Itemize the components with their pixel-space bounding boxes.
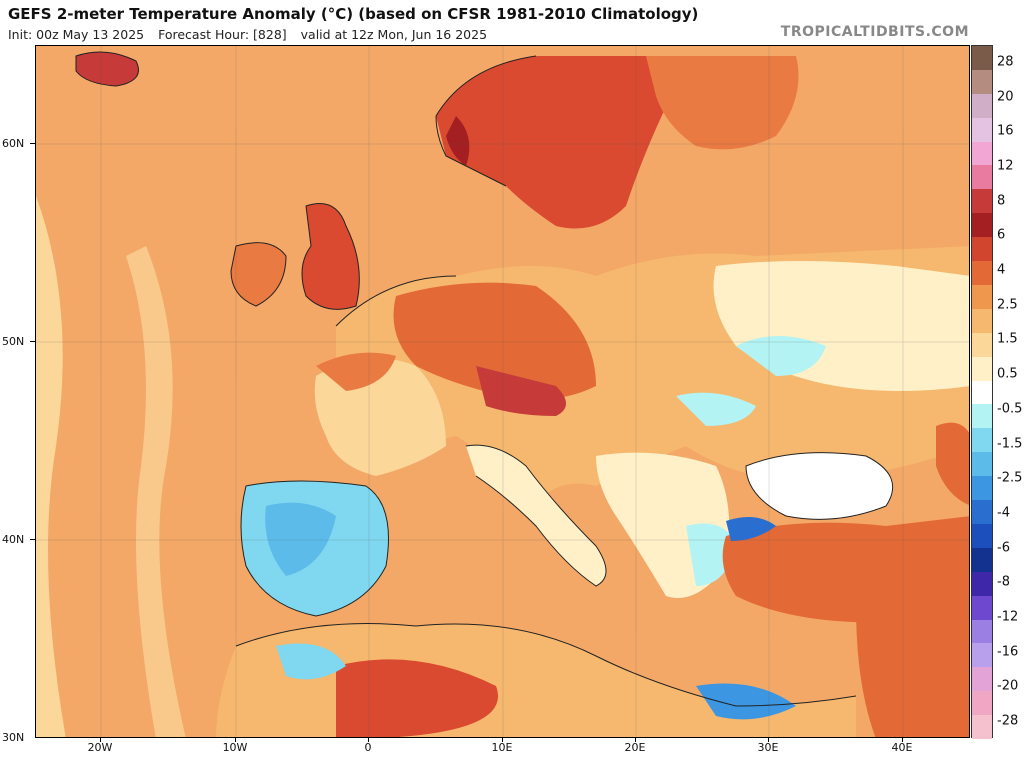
finland [646,56,799,150]
colorbar-segment [972,308,992,334]
colorbar-label: -16 [997,644,1019,660]
lon-label-20e: 20E [624,741,646,754]
colorbar-segment [972,643,992,668]
colorbar-label: -0.5 [997,401,1023,417]
lon-label-0: 0 [364,741,372,754]
colorbar-segment [972,547,992,573]
coastlines [75,51,894,707]
colorbar-segment [972,237,992,262]
great-britain [302,203,360,310]
colorbar-label: 12 [997,158,1014,174]
colorbar-segment [972,213,992,238]
colorbar-label: 6 [997,227,1006,243]
lon-tick [502,738,503,742]
germany-region [393,282,596,400]
lon-tick [768,738,769,742]
colorbar [971,45,993,740]
lon-tick [235,738,236,742]
lat-label-30n: 30N [2,731,25,744]
colorbar-label: -4 [997,505,1010,521]
colorbar-label: 4 [997,262,1006,278]
colorbar-segment [972,715,992,740]
graticule [36,46,969,737]
lon-tick [100,738,101,742]
colorbar-segment [972,93,992,119]
colorbar-segment [972,619,992,644]
colorbar-label: -28 [997,713,1019,729]
turkey [722,516,969,623]
valid-time: valid at 12z Mon, Jun 16 2025 [300,27,488,42]
colorbar-segment [972,452,992,477]
colorbar-segment [972,261,992,286]
colorbar-segment [972,284,992,310]
colorbar-segment [972,571,992,597]
map-canvas [36,46,969,737]
colorbar-segment [972,165,992,190]
colorbar-label: 28 [997,54,1014,70]
alps [476,366,566,416]
colorbar-segment [972,189,992,214]
colorbar-segment [972,476,992,501]
lon-label-40e: 40E [891,741,913,754]
lat-tick [30,539,35,540]
scandinavia [436,56,676,229]
iceland [76,52,139,86]
middle-east [856,596,969,737]
init-time: Init: 00z May 13 2025 [8,27,145,42]
lon-label-10e: 10E [491,741,513,754]
colorbar-label: 2.5 [997,297,1018,313]
atlantic-cool-band [36,196,66,737]
colorbar-segment [972,46,992,71]
colorbar-segment [972,332,992,358]
lon-tick [368,738,369,742]
lon-tick [635,738,636,742]
temperature-anomaly-map [35,45,970,738]
colorbar-label: -20 [997,678,1019,694]
map-title: GEFS 2-meter Temperature Anomaly (°C) (b… [8,5,699,23]
lon-label-30e: 30E [757,741,779,754]
colorbar-segment [972,667,992,692]
colorbar-segment [972,500,992,525]
colorbar-label: -8 [997,574,1010,590]
lat-label-50n: 50N [2,335,25,348]
colorbar-label: 1.5 [997,331,1018,347]
colorbar-segment [972,691,992,716]
forecast-hour: Forecast Hour: [828] [158,27,287,42]
colorbar-label: -2.5 [997,470,1023,486]
lat-label-40n: 40N [2,533,25,546]
colorbar-label: 16 [997,123,1014,139]
colorbar-label: -1.5 [997,436,1023,452]
lat-label-60n: 60N [2,137,25,150]
colorbar-label: -6 [997,540,1010,556]
colorbar-segment [972,428,992,453]
lat-tick [30,341,35,342]
lon-label-20w: 20W [87,741,113,754]
lat-tick [30,143,35,144]
ireland [231,242,286,306]
colorbar-segment [972,356,992,382]
map-subtitle: Init: 00z May 13 2025 Forecast Hour: [82… [8,27,497,42]
colorbar-label: 20 [997,89,1014,105]
colorbar-segment [972,69,992,95]
colorbar-segment [972,595,992,620]
colorbar-label: 8 [997,193,1006,209]
lon-tick [902,738,903,742]
colorbar-segment [972,523,992,549]
colorbar-segment [972,141,992,166]
colorbar-segment [972,380,992,405]
colorbar-label: -12 [997,609,1019,625]
colorbar-segment [972,404,992,429]
italy [466,445,606,586]
black-sea [746,452,893,520]
colorbar-segment [972,117,992,143]
brand-watermark: TROPICALTIDBITS.COM [780,24,969,40]
colorbar-label: 0.5 [997,366,1018,382]
lon-label-10w: 10W [222,741,248,754]
